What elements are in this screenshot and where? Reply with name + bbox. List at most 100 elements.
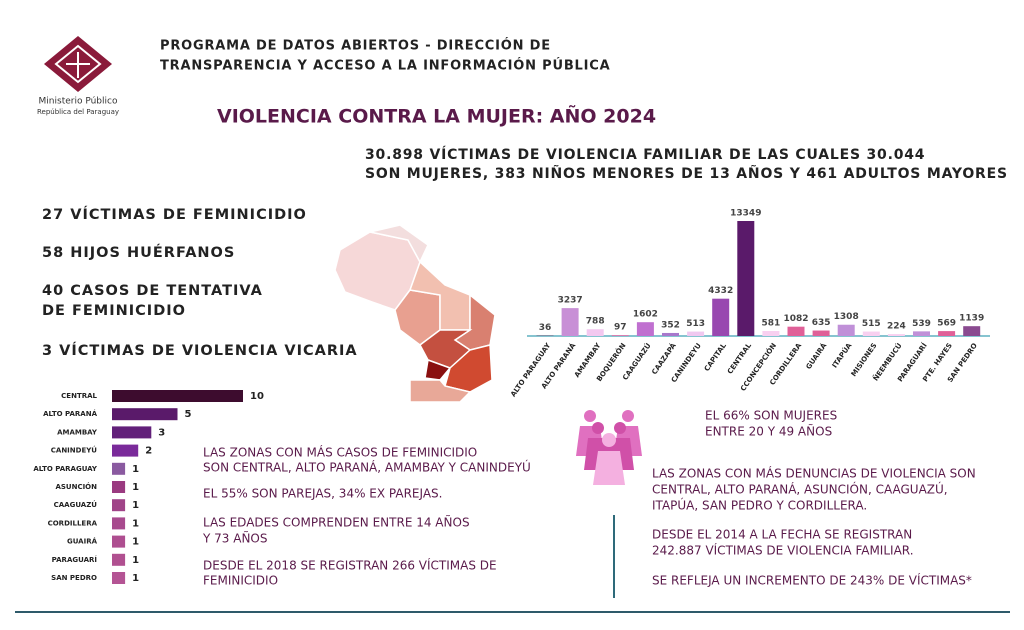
value-label: 3237 [558,296,583,306]
value-label: 1 [132,464,139,475]
y-tick-label: ALTO PARAGUAY [33,465,98,473]
value-label: 10 [250,391,264,402]
summary-line: 30.898 VÍCTIMAS DE VIOLENCIA FAMILIAR DE… [365,146,925,163]
note: CENTRAL, ALTO PARANÁ, ASUNCIÓN, CAAGUAZÚ… [652,482,948,497]
value-label: 581 [762,318,781,328]
value-label: 224 [887,322,906,332]
value-label: 2 [145,446,152,457]
bar [112,390,243,402]
y-tick-label: GUAIRÁ [67,537,98,546]
y-tick-label: SAN PEDRO [51,574,97,582]
bar [112,462,126,475]
value-label: 1602 [633,310,658,320]
bar [862,331,880,336]
bar [112,481,126,493]
value-label: 36 [539,323,552,333]
bar [887,334,905,336]
bar [112,499,126,512]
bar [112,535,126,548]
value-label: 13349 [730,209,761,219]
bar [112,517,126,530]
value-label: 513 [686,319,705,329]
bar [662,332,679,336]
y-tick-label: CANINDEYÚ [51,446,98,455]
y-tick-label: CAAGUAZÚ [54,500,98,509]
stat: DE FEMINICIDIO [42,303,186,319]
bar [636,322,654,336]
note: DESDE EL 2014 A LA FECHA SE REGISTRAN [652,528,912,542]
note: EL 66% SON MUJERES [705,409,837,423]
women-icon [576,410,642,485]
note: SON CENTRAL, ALTO PARANÁ, AMAMBAY Y CANI… [203,460,531,475]
y-tick-label: ASUNCIÓN [55,482,97,491]
bar [837,324,855,336]
stat: 3 VÍCTIMAS DE VIOLENCIA VICARIA [42,342,358,359]
bar [611,335,629,336]
y-tick-label: ALTO PARANÁ [43,409,97,418]
logo [44,36,112,92]
bar [712,298,730,336]
summary-line: SON MUJERES, 383 NIÑOS MENORES DE 13 AÑO… [365,165,1008,182]
program-line: TRANSPARENCIA Y ACCESO A LA INFORMACIÓN … [160,58,610,74]
bar [963,326,981,336]
value-label: 1 [132,555,139,566]
note: ENTRE 20 Y 49 AÑOS [705,424,832,439]
title: VIOLENCIA CONTRA LA MUJER: AÑO 2024 [217,104,656,128]
note: DESDE EL 2018 SE REGISTRAN 266 VÍCTIMAS … [203,558,497,573]
bar [561,308,579,336]
bar [586,329,604,336]
bar [112,572,126,584]
note: LAS EDADES COMPRENDEN ENTRE 14 AÑOS [203,515,470,530]
note: LAS ZONAS CON MÁS CASOS DE FEMINICIDIO [203,445,477,460]
note: Y 73 AÑOS [202,531,267,546]
y-tick-label: CENTRAL [61,392,97,400]
value-label: 1082 [783,314,808,324]
note: 242.887 VÍCTIMAS DE VIOLENCIA FAMILIAR. [652,543,914,558]
value-label: 3 [158,427,165,438]
stat: 27 VÍCTIMAS DE FEMINICIDIO [42,206,307,223]
value-label: 1 [132,537,139,548]
value-label: 1139 [959,314,984,324]
value-label: 635 [812,318,831,328]
value-label: 539 [912,319,931,329]
value-label: 788 [586,317,605,327]
value-label: 569 [937,319,956,329]
bar [812,330,830,336]
bar [112,426,152,439]
bar [112,553,126,566]
value-label: 5 [185,409,192,420]
y-tick-label: PARAGUARÍ [52,555,98,564]
value-label: 1 [132,573,139,584]
org-name: Ministerio Público [39,97,118,107]
note: LAS ZONAS CON MÁS DENUNCIAS DE VIOLENCIA… [652,466,976,481]
bar [938,331,956,336]
org-name: República del Paraguay [37,108,119,116]
program-line: PROGRAMA DE DATOS ABIERTOS - DIRECCIÓN D… [160,38,551,54]
y-tick-label: AMAMBAY [57,428,98,436]
value-label: 4332 [708,286,733,296]
bar [913,331,930,336]
value-label: 1 [132,482,139,493]
note: SE REFLEJA UN INCREMENTO DE 243% DE VÍCT… [652,573,972,588]
y-tick-label: CORDILLERA [48,519,98,527]
value-label: 97 [614,323,627,333]
bar [737,221,755,336]
bar [687,331,705,336]
value-label: 515 [862,319,881,329]
value-label: 352 [661,320,680,330]
bar [112,408,178,421]
bar [762,330,780,336]
bar [112,444,139,457]
note: ITAPÚA, SAN PEDRO Y CORDILLERA. [652,498,867,513]
value-label: 1 [132,518,139,529]
value-label: 1 [132,500,139,511]
value-label: 1308 [834,312,859,322]
stat: 40 CASOS DE TENTATIVA [42,283,263,299]
note: FEMINICIDIO [203,574,278,588]
bar [787,326,805,336]
stat: 58 HIJOS HUÉRFANOS [42,244,235,261]
note: EL 55% SON PAREJAS, 34% EX PAREJAS. [203,487,442,501]
map [334,224,496,403]
